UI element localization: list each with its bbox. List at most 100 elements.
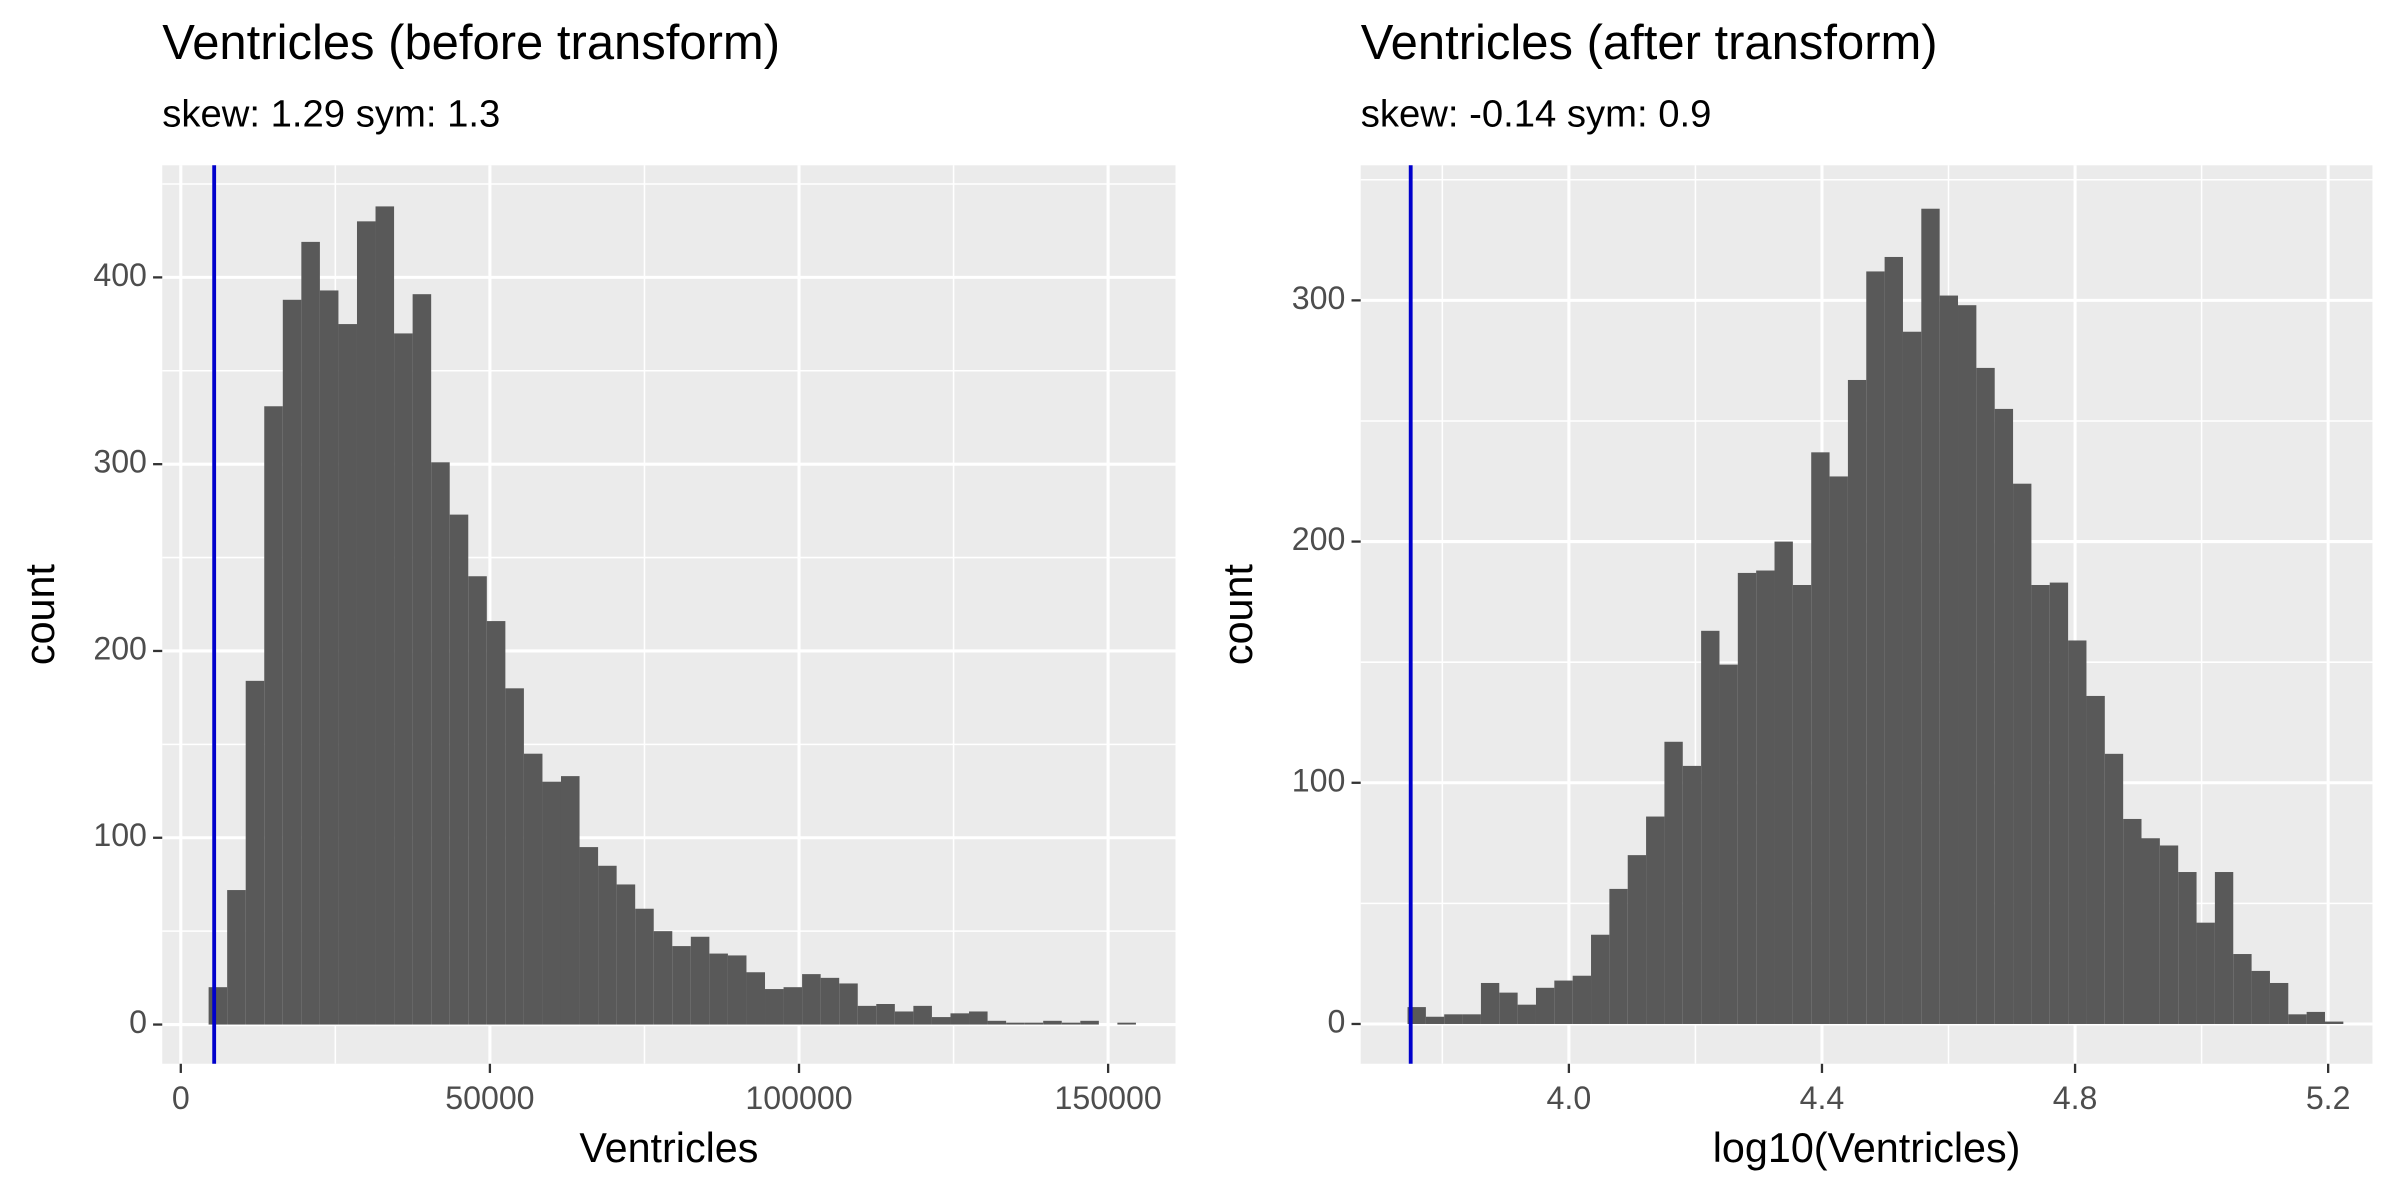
panel: 4.0 4.4 4.8 5.2 0 100 200 300 Ventricles (after …	[1215, 16, 2373, 1171]
bar	[783, 987, 803, 1025]
bar	[1554, 980, 1573, 1024]
bar	[1756, 570, 1775, 1024]
bar	[356, 221, 376, 1025]
bar	[839, 983, 858, 1025]
x-tick-label: 100000	[745, 1080, 852, 1116]
bar	[690, 936, 710, 1025]
bar	[394, 333, 413, 1025]
bar	[1572, 975, 1592, 1024]
chart-subtitle: skew: -0.14 sym: 0.9	[1361, 92, 1712, 135]
chart-subtitle: skew: 1.29 sym: 1.3	[162, 92, 500, 135]
bar	[2269, 982, 2289, 1024]
bar	[672, 946, 691, 1025]
bar	[969, 1011, 988, 1025]
bar	[1425, 1016, 1445, 1024]
bar	[727, 955, 747, 1025]
bar	[2068, 640, 2087, 1024]
bar	[931, 1017, 951, 1025]
bar	[1737, 572, 1757, 1024]
bar	[1609, 888, 1628, 1024]
x-tick-label: 50000	[445, 1080, 534, 1116]
bar	[1535, 987, 1555, 1024]
y-axis-label: count	[17, 563, 63, 665]
bar	[319, 290, 339, 1025]
bar	[1006, 1022, 1025, 1025]
bar	[1719, 664, 1738, 1024]
bar	[523, 753, 543, 1025]
y-tick-label: 0	[1328, 1003, 1346, 1039]
y-tick-label: 400	[93, 257, 147, 293]
bar	[746, 972, 766, 1025]
bar	[1847, 379, 1867, 1024]
bar	[987, 1020, 1007, 1025]
bar	[449, 514, 469, 1025]
bar	[1646, 816, 1665, 1024]
bar	[1627, 855, 1647, 1024]
bar	[245, 680, 265, 1025]
bar	[1976, 367, 1995, 1024]
bar	[1480, 982, 1500, 1024]
bar	[1701, 630, 1720, 1024]
bar	[1774, 541, 1793, 1024]
bar	[542, 781, 561, 1025]
x-axis-label: Ventricles	[579, 1125, 758, 1171]
x-tick-label: 4.8	[2053, 1080, 2098, 1116]
bar	[1080, 1020, 1099, 1025]
bar	[338, 324, 357, 1025]
bar	[820, 977, 840, 1025]
bar	[2123, 818, 2142, 1024]
bar	[227, 890, 246, 1025]
bar	[2233, 954, 2252, 1024]
bar	[1499, 992, 1518, 1024]
bar	[2288, 1014, 2307, 1024]
bar	[2324, 1021, 2344, 1024]
bar	[2086, 695, 2105, 1024]
bar	[2141, 838, 2160, 1024]
bar	[1682, 765, 1702, 1024]
chart-title: Ventricles (before transform)	[162, 16, 780, 70]
y-tick-label: 100	[93, 817, 147, 853]
bar	[2196, 922, 2215, 1024]
bar	[1444, 1014, 1463, 1024]
bar	[653, 931, 673, 1025]
bar	[1902, 331, 1922, 1024]
bar	[1884, 256, 1903, 1024]
y-tick-label: 200	[93, 630, 147, 666]
bar	[2159, 845, 2179, 1024]
chart-title: Ventricles (after transform)	[1361, 16, 1938, 70]
bar	[1061, 1022, 1081, 1025]
bar	[635, 908, 654, 1025]
bar	[264, 406, 283, 1025]
bar	[616, 884, 636, 1025]
bar	[598, 865, 617, 1025]
bar	[375, 206, 395, 1025]
bar	[486, 621, 506, 1025]
bar	[468, 576, 487, 1025]
bar	[2214, 872, 2234, 1024]
bar	[913, 1005, 932, 1025]
bar	[1591, 934, 1610, 1024]
x-tick-label: 4.0	[1547, 1080, 1592, 1116]
x-tick-label: 0	[172, 1080, 190, 1116]
y-axis-label: count	[1215, 563, 1261, 665]
bar	[2104, 753, 2124, 1024]
bar	[857, 1005, 877, 1025]
y-tick-label: 200	[1292, 521, 1346, 557]
bar	[579, 847, 599, 1025]
bar	[412, 294, 432, 1025]
bar	[2031, 584, 2050, 1024]
bar	[1921, 208, 1940, 1024]
bar	[802, 974, 821, 1025]
bar	[560, 776, 580, 1025]
bar	[1517, 1004, 1536, 1024]
bar	[2178, 872, 2197, 1024]
bar	[2251, 970, 2270, 1024]
bar	[765, 989, 784, 1025]
bar	[301, 241, 320, 1025]
y-tick-label: 0	[129, 1004, 147, 1040]
y-tick-label: 300	[1292, 280, 1346, 316]
bar	[208, 987, 228, 1025]
bar	[431, 462, 450, 1025]
bar	[1024, 1022, 1044, 1025]
